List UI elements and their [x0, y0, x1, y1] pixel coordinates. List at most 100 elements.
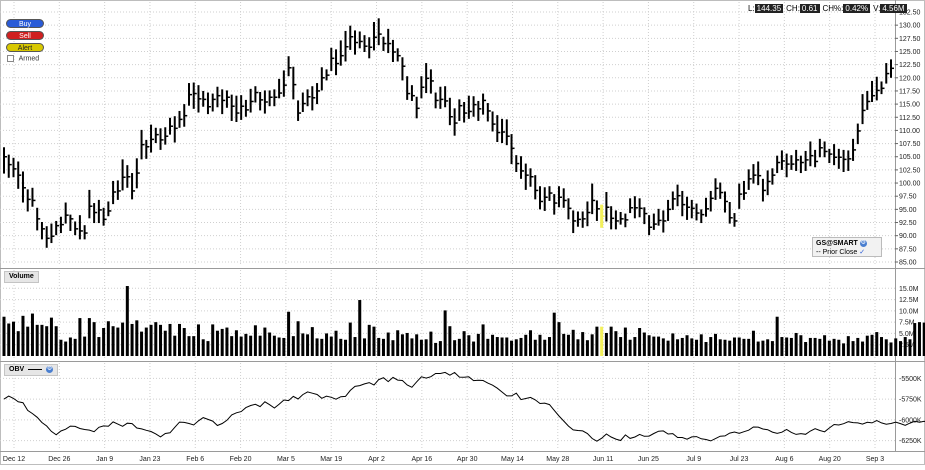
volume-bar — [182, 328, 186, 356]
volume-bar — [751, 330, 755, 356]
x-tick-label: Mar 19 — [320, 456, 342, 463]
sell-button[interactable]: Sell — [6, 31, 44, 40]
volume-bar — [26, 326, 30, 356]
volume-bar — [785, 337, 789, 356]
buy-button[interactable]: Buy — [6, 19, 44, 28]
volume-bar — [823, 335, 827, 356]
volume-bar — [827, 340, 831, 356]
volume-bar — [434, 342, 438, 356]
volume-bar — [486, 338, 490, 356]
price-tick-label: 107.50 — [899, 141, 921, 148]
volume-bar — [362, 338, 366, 356]
volume-bar — [638, 328, 642, 356]
volume-bar — [922, 322, 925, 356]
volume-bar — [913, 323, 917, 356]
x-tick-label: Feb 6 — [186, 456, 204, 463]
volume-tick-label: 5.0M — [899, 331, 915, 338]
x-tick-label: Mar 5 — [277, 456, 295, 463]
armed-toggle[interactable]: Armed — [7, 55, 39, 62]
volume-bar — [59, 339, 63, 356]
volume-bar — [244, 333, 248, 356]
price-tick-label: 132.50 — [899, 10, 921, 17]
volume-tick-label: 7.5M — [899, 320, 915, 327]
legend-line-icon: -- — [816, 249, 821, 256]
volume-bar — [623, 327, 627, 356]
volume-bar — [87, 318, 91, 356]
volume-bar — [547, 337, 551, 356]
volume-bar — [201, 339, 205, 356]
volume-bar — [386, 332, 390, 356]
x-tick-label: Jul 9 — [686, 456, 701, 463]
volume-bar — [400, 334, 404, 356]
volume-bar — [557, 322, 561, 356]
volume-bar — [2, 316, 6, 356]
volume-bar — [306, 334, 310, 356]
volume-bar — [462, 331, 466, 356]
x-tick-label: Aug 20 — [819, 456, 841, 463]
volume-bar — [159, 324, 163, 356]
volume-bar — [813, 337, 817, 356]
gear-icon[interactable]: ⚙ — [46, 365, 54, 373]
volume-bar — [196, 324, 200, 356]
volume-bar — [358, 300, 362, 356]
volume-bar — [220, 328, 224, 356]
volume-bar — [268, 332, 272, 356]
volume-bar — [410, 338, 414, 356]
volume-bar — [728, 340, 732, 356]
x-tick-label: Sep 3 — [866, 456, 884, 463]
x-tick-label: Feb 20 — [230, 456, 252, 463]
change-value: 0.61 — [799, 4, 820, 13]
last-label: L: — [748, 4, 755, 13]
volume-bar — [519, 337, 523, 356]
volume-bar — [657, 336, 661, 356]
volume-bar — [239, 336, 243, 356]
x-tick-label: Apr 16 — [412, 456, 433, 463]
volume-tick-label: 12.5M — [899, 297, 919, 304]
volume-bar — [234, 330, 238, 356]
volume-bar — [761, 340, 765, 356]
armed-label: Armed — [18, 55, 40, 63]
obv-tick-label: -6000K — [899, 417, 922, 424]
obv-panel-label: OBV ⚙ — [4, 364, 59, 376]
volume-bar — [861, 341, 865, 356]
volume-bar — [140, 331, 144, 356]
legend-item-row: -- Prior Close ✓ — [816, 248, 878, 257]
alert-button[interactable]: Alert — [6, 43, 44, 52]
price-tick-label: 125.00 — [899, 49, 921, 56]
volume-bar — [381, 338, 385, 356]
volume-bar — [680, 337, 684, 356]
volume-bar — [334, 330, 338, 356]
volume-bar — [742, 338, 746, 356]
volume-bar — [538, 334, 542, 356]
quote-bar: L: 144.35 CH: 0.61 CH%: 0.42% V: 4.56M — [748, 4, 907, 13]
volume-bar — [21, 315, 25, 356]
volume-bar — [495, 337, 499, 356]
volume-bar — [187, 336, 191, 356]
volume-bar — [467, 335, 471, 356]
volume-bar — [614, 331, 618, 356]
armed-checkbox[interactable] — [7, 55, 14, 62]
obv-line — [3, 371, 925, 442]
check-icon[interactable]: ✓ — [859, 249, 866, 256]
volume-bar — [339, 338, 343, 356]
volume-bar — [756, 341, 760, 356]
price-tick-label: 130.00 — [899, 23, 921, 30]
volume-bar — [590, 334, 594, 356]
volume-bar — [576, 339, 580, 356]
volume-bar — [121, 322, 125, 356]
volume-bar — [144, 327, 148, 356]
volume-bar — [45, 326, 49, 356]
volume-bar — [116, 327, 120, 356]
obv-tick-label: -5750K — [899, 397, 922, 404]
volume-bar — [846, 336, 850, 356]
x-tick-label: Jul 23 — [730, 456, 749, 463]
volume-bar — [713, 333, 717, 356]
price-tick-label: 97.50 — [899, 194, 917, 201]
volume-bar — [832, 338, 836, 356]
volume-bar — [842, 343, 846, 356]
volume-bar — [253, 325, 257, 356]
volume-bar — [481, 324, 485, 356]
volume-bar — [429, 331, 433, 356]
gear-icon[interactable]: ⚙ — [859, 239, 867, 247]
